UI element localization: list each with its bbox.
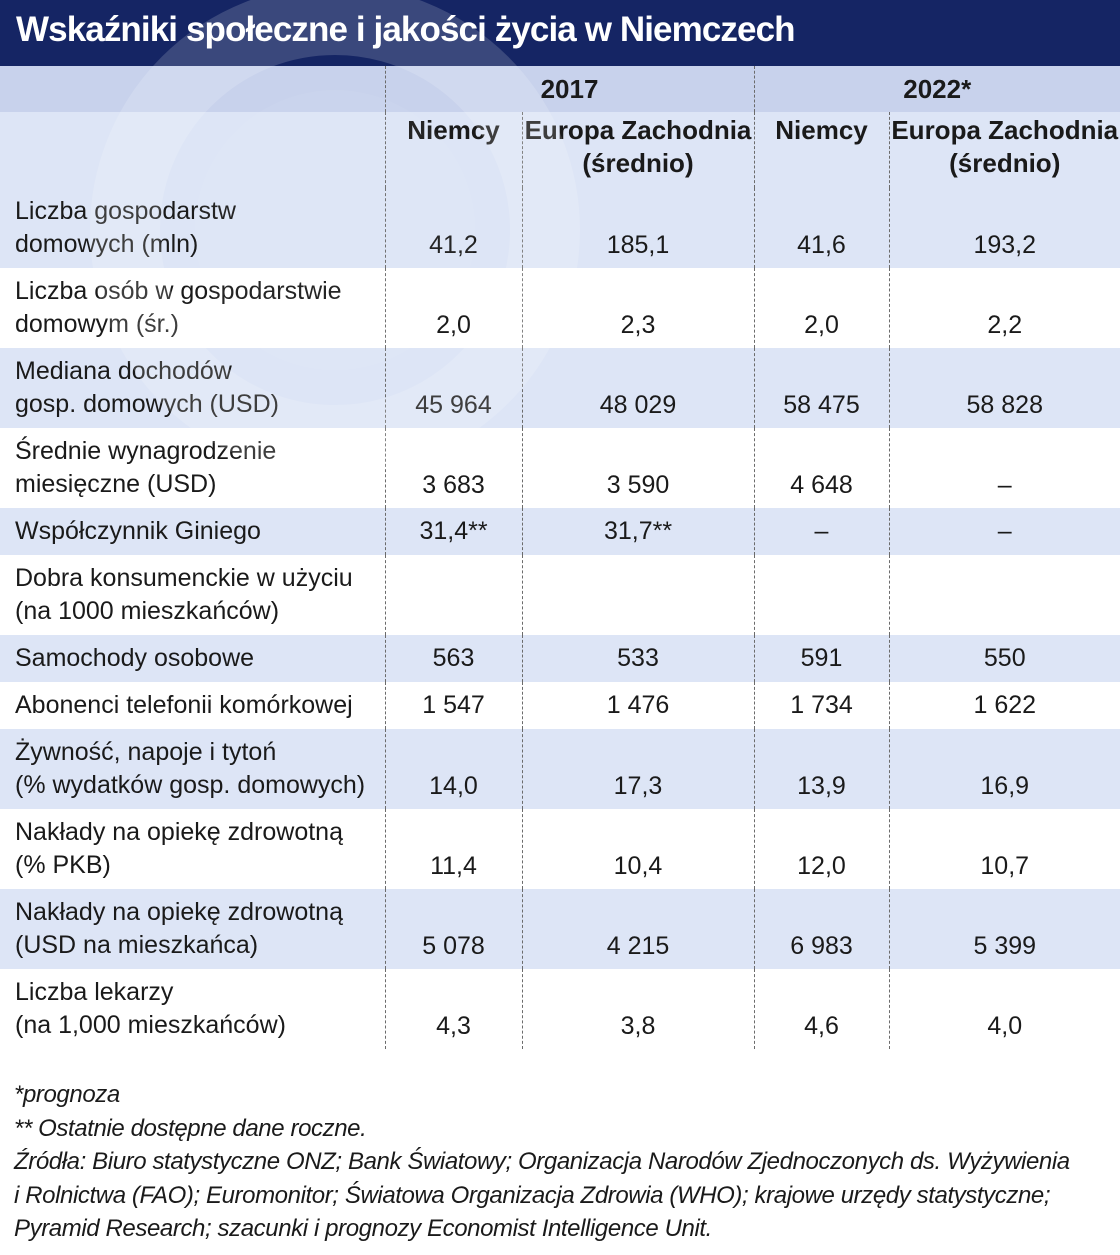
year-2017-header: 2017 — [384, 66, 754, 112]
header-corner — [0, 66, 385, 112]
row-label: Nakłady na opiekę zdrowotną (% PKB) — [0, 809, 385, 889]
value-europa-2022: 58 828 — [888, 348, 1120, 428]
table-row: Średnie wynagrodzenie miesięczne (USD) 3 6… — [0, 428, 1120, 508]
table-row: Dobra konsumenckie w użyciu (na 1000 mies… — [0, 555, 1120, 635]
header-corner-2 — [0, 112, 385, 188]
value-europa-2022: 550 — [888, 635, 1120, 682]
footnote-forecast: *prognoza — [14, 1081, 120, 1108]
table-row: Nakłady na opiekę zdrowotną (% PKB) 11,4 10… — [0, 809, 1120, 889]
value-niemcy-2017: 45 964 — [384, 348, 522, 428]
value-europa-2017: 185,1 — [521, 188, 754, 268]
year-2022-header: 2022* — [753, 66, 1120, 112]
value-niemcy-2017: 5 078 — [384, 889, 522, 969]
value-europa-2022: – — [888, 508, 1120, 555]
value-niemcy-2022: 1 734 — [753, 682, 889, 729]
value-niemcy-2022: 2,0 — [753, 268, 889, 348]
value-niemcy-2022: 58 475 — [753, 348, 889, 428]
row-label: Liczba osób w gospodarstwie domowym (śr.) — [0, 268, 385, 348]
value-niemcy-2022: 6 983 — [753, 889, 889, 969]
row-label: Liczba lekarzy (na 1,000 mieszkańców) — [0, 969, 385, 1049]
value-europa-2022: 16,9 — [888, 729, 1120, 809]
row-label: Nakłady na opiekę zdrowotną (USD na miesz… — [0, 889, 385, 969]
table-row: Liczba lekarzy (na 1,000 mieszkańców) 4,3 3… — [0, 969, 1120, 1049]
value-europa-2022: 1 622 — [888, 682, 1120, 729]
value-niemcy-2017: 1 547 — [384, 682, 522, 729]
table-row: Liczba osób w gospodarstwie domowym (śr.)… — [0, 268, 1120, 348]
table-row: Współczynnik Giniego 31,4** 31,7** – – — [0, 508, 1120, 555]
value-niemcy-2022: 13,9 — [753, 729, 889, 809]
value-niemcy-2017: 563 — [384, 635, 522, 682]
value-niemcy-2022 — [753, 555, 889, 635]
value-europa-2022 — [888, 555, 1120, 635]
footnote-sources-3: Pyramid Research; szacunki i prognozy Ec… — [14, 1215, 712, 1242]
value-europa-2017: 1 476 — [521, 682, 754, 729]
table-row: Liczba gospodarstw domowych (mln) 41,2 185,… — [0, 188, 1120, 268]
value-niemcy-2017: 14,0 — [384, 729, 522, 809]
value-europa-2022: 4,0 — [888, 969, 1120, 1049]
table-row: Samochody osobowe 563 533 591 550 — [0, 635, 1120, 682]
value-europa-2017: 2,3 — [521, 268, 754, 348]
value-europa-2022: – — [888, 428, 1120, 508]
value-niemcy-2022: 12,0 — [753, 809, 889, 889]
table-row: Abonenci telefonii komórkowej 1 547 1 476 1… — [0, 682, 1120, 729]
row-label: Abonenci telefonii komórkowej — [0, 682, 385, 729]
value-europa-2017: 31,7** — [521, 508, 754, 555]
value-niemcy-2022: – — [753, 508, 889, 555]
table-body: Liczba gospodarstw domowych (mln) 41,2 185,… — [0, 188, 1120, 1049]
table-row: Żywność, napoje i tytoń (% wydatków gosp.… — [0, 729, 1120, 809]
row-label: Samochody osobowe — [0, 635, 385, 682]
row-label: Współczynnik Giniego — [0, 508, 385, 555]
value-europa-2017: 10,4 — [521, 809, 754, 889]
value-niemcy-2017: 2,0 — [384, 268, 522, 348]
value-europa-2022: 193,2 — [888, 188, 1120, 268]
value-europa-2017: 3 590 — [521, 428, 754, 508]
value-niemcy-2017: 4,3 — [384, 969, 522, 1049]
value-europa-2017: 3,8 — [521, 969, 754, 1049]
value-niemcy-2017: 31,4** — [384, 508, 522, 555]
footnote-sources-2: i Rolnictwa (FAO); Euromonitor; Światowa… — [14, 1181, 1051, 1209]
value-niemcy-2022: 4 648 — [753, 428, 889, 508]
table-row: Nakłady na opiekę zdrowotną (USD na miesz… — [0, 889, 1120, 969]
page-title: Wskaźniki społeczne i jakości życia w Ni… — [16, 10, 796, 49]
footnote-sources-1: Źródła: Biuro statystyczne ONZ; Bank Świ… — [14, 1148, 1070, 1175]
value-europa-2017: 17,3 — [521, 729, 754, 809]
value-europa-2017: 533 — [521, 635, 754, 682]
year-header-row: 2017 2022* — [0, 66, 1120, 112]
row-label: Średnie wynagrodzenie miesięczne (USD) — [0, 428, 385, 508]
col-niemcy-2017: Niemcy — [384, 112, 522, 188]
title-bar: Wskaźniki społeczne i jakości życia w Ni… — [0, 0, 1120, 66]
value-niemcy-2017: 11,4 — [384, 809, 522, 889]
value-europa-2017: 48 029 — [521, 348, 754, 428]
table-row: Mediana dochodów gosp. domowych (USD) 45 9… — [0, 348, 1120, 428]
row-label: Liczba gospodarstw domowych (mln) — [0, 188, 385, 268]
col-europa-2022: Europa Zachodnia (średnio) — [888, 112, 1120, 188]
col-europa-2017: Europa Zachodnia (średnio) — [521, 112, 754, 188]
footnotes: *prognoza ** Ostatnie dostępne dane rocz… — [14, 1078, 1114, 1246]
row-label: Dobra konsumenckie w użyciu (na 1000 mies… — [0, 555, 385, 635]
value-europa-2017: 4 215 — [521, 889, 754, 969]
col-niemcy-2022: Niemcy — [753, 112, 889, 188]
value-europa-2022: 2,2 — [888, 268, 1120, 348]
value-niemcy-2017: 3 683 — [384, 428, 522, 508]
value-niemcy-2022: 4,6 — [753, 969, 889, 1049]
value-europa-2017 — [521, 555, 754, 635]
value-niemcy-2017: 41,2 — [384, 188, 522, 268]
value-europa-2022: 10,7 — [888, 809, 1120, 889]
value-niemcy-2022: 41,6 — [753, 188, 889, 268]
footnote-latest: ** Ostatnie dostępne dane roczne. — [14, 1114, 367, 1142]
value-niemcy-2017 — [384, 555, 522, 635]
row-label: Żywność, napoje i tytoń (% wydatków gosp.… — [0, 729, 385, 809]
column-header-row: Niemcy Europa Zachodnia (średnio) Niemcy … — [0, 112, 1120, 188]
value-europa-2022: 5 399 — [888, 889, 1120, 969]
row-label: Mediana dochodów gosp. domowych (USD) — [0, 348, 385, 428]
value-niemcy-2022: 591 — [753, 635, 889, 682]
indicators-table: 2017 2022* Niemcy Europa Zachodnia (średn… — [0, 66, 1120, 1049]
